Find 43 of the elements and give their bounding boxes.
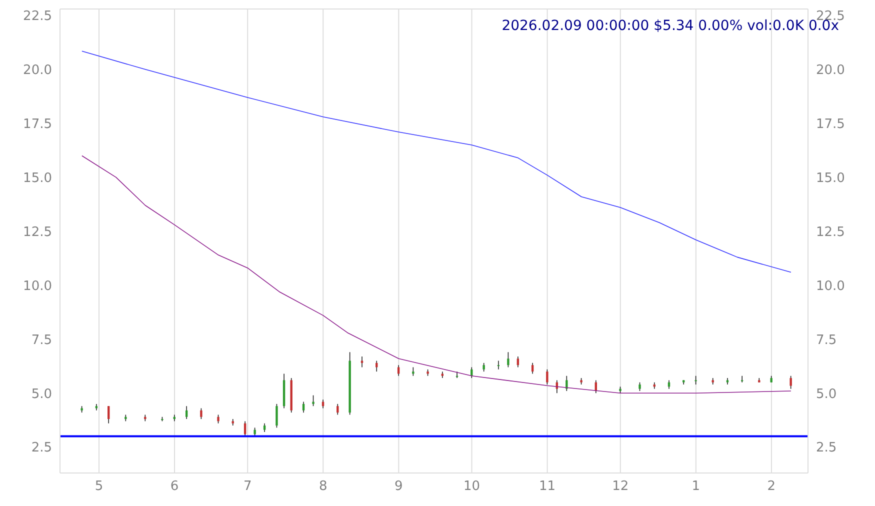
candlestick <box>302 401 305 413</box>
y-tick-label: 2.5 <box>31 440 52 456</box>
y2-tick-label: 15.0 <box>816 170 845 186</box>
y-tick-label: 10.0 <box>23 278 52 294</box>
y-tick-label: 22.5 <box>23 9 52 24</box>
candlestick <box>531 362 534 374</box>
candlestick <box>566 375 568 392</box>
y2-tick-label: 7.5 <box>816 332 837 348</box>
y-tick-label: 20.0 <box>23 63 52 78</box>
x-tick-label: 11 <box>539 479 556 494</box>
candlestick <box>790 375 792 390</box>
x-tick-label: 5 <box>94 479 104 494</box>
y-tick-label: 15.0 <box>23 170 52 186</box>
y2-tick-label: 10.0 <box>816 278 845 294</box>
x-tick-label: 2 <box>767 479 776 494</box>
line-series <box>82 50 792 273</box>
x-tick-label: 12 <box>612 479 629 494</box>
y2-tick-label: 12.5 <box>816 224 845 240</box>
y2-tick-label: 20.0 <box>816 63 845 78</box>
x-tick-label: 10 <box>463 479 480 494</box>
candlestick <box>185 406 188 420</box>
candlestick <box>336 404 339 416</box>
line-series <box>82 155 792 394</box>
candlestick <box>516 356 520 368</box>
y2-tick-label: 5.0 <box>816 386 837 402</box>
y-tick-label: 12.5 <box>23 224 52 240</box>
x-tick-label: 6 <box>170 479 179 494</box>
x-tick-label: 1 <box>692 479 700 494</box>
y-tick-label: 7.5 <box>31 332 52 348</box>
candlestick <box>276 404 278 428</box>
x-tick-label: 7 <box>243 479 252 494</box>
candlestick <box>200 408 202 420</box>
y2-tick-label: 2.5 <box>816 440 837 456</box>
x-tick-label: 9 <box>394 479 403 494</box>
y2-tick-label: 17.5 <box>816 116 845 132</box>
candlestick <box>312 394 314 406</box>
candlestick <box>507 352 510 368</box>
x-tick-label: 8 <box>319 479 328 494</box>
y-tick-label: 5.0 <box>31 386 52 402</box>
candlestick <box>376 360 378 372</box>
candlestick <box>546 369 548 385</box>
y-tick-label: 17.5 <box>23 116 52 132</box>
candlestick <box>108 406 110 424</box>
